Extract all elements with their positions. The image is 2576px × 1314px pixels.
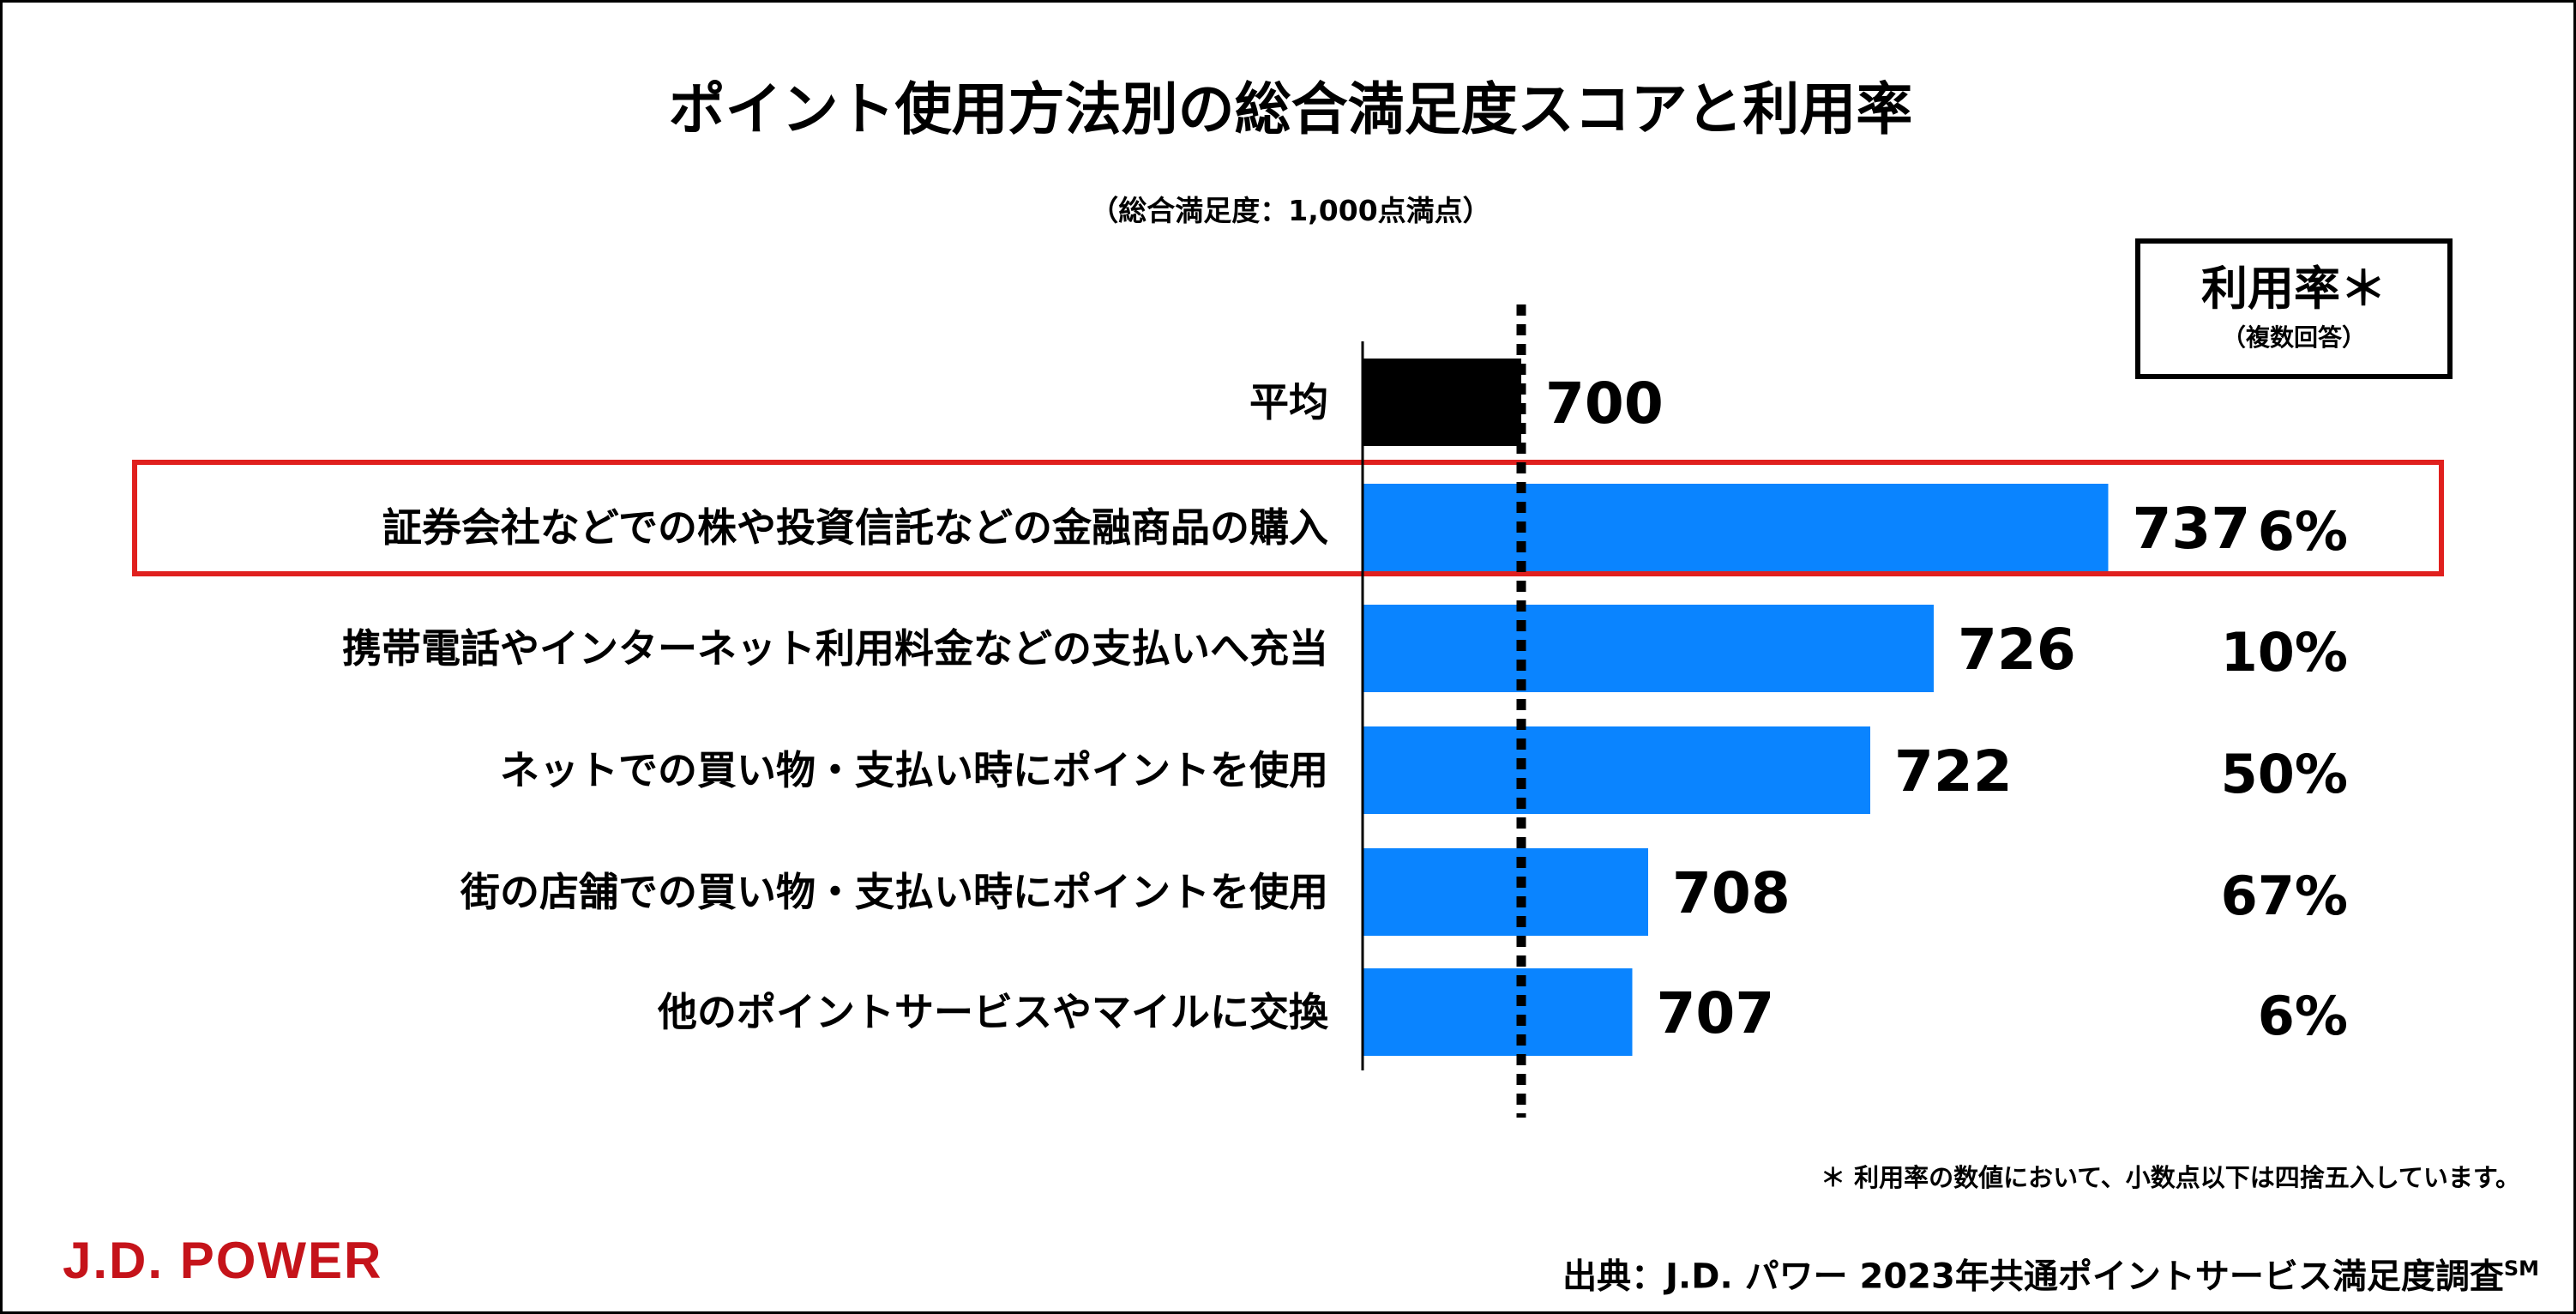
usage-rate-label: 6%	[2258, 500, 2348, 563]
usage-rate-label: 67%	[2221, 865, 2348, 927]
bar	[1363, 968, 1633, 1056]
category-label: 証券会社などでの株や投資信託などの金融商品の購入	[382, 504, 1328, 551]
highlight-box	[132, 460, 2444, 576]
usage-rate-label: 50%	[2221, 743, 2348, 805]
chart-title: ポイント使用方法別の総合満足度スコアと利用率	[668, 76, 1913, 142]
service-mark: SM	[2503, 1257, 2539, 1281]
value-label: 700	[1545, 371, 1664, 437]
value-label: 707	[1657, 980, 1775, 1046]
usage-rate-label: 10%	[2221, 621, 2348, 684]
bar	[1363, 484, 2109, 571]
category-label: ネットでの買い物・支払い時にポイントを使用	[500, 747, 1328, 793]
value-label: 708	[1672, 860, 1791, 926]
usage-rate-header-subtitle: （複数回答）	[2221, 323, 2366, 352]
source-text: 出典：J.D. パワー 2023年共通ポイントサービス満足度調査	[1562, 1257, 2504, 1297]
bar	[1363, 605, 1934, 692]
value-label: 737	[2133, 496, 2251, 562]
value-label: 726	[1958, 617, 2076, 683]
usage-rate-label: 6%	[2258, 985, 2348, 1047]
value-label: 722	[1894, 738, 2013, 805]
usage-rate-header-title: 利用率＊	[2201, 262, 2386, 316]
category-label: 街の店舗での買い物・支払い時にポイントを使用	[460, 869, 1328, 915]
bar	[1363, 726, 1870, 814]
footnote: ＊ 利用率の数値において、小数点以下は四捨五入しています。	[1820, 1163, 2520, 1192]
bar-average	[1363, 359, 1521, 446]
category-label: 携帯電話やインターネット利用料金などの支払いへ充当	[342, 625, 1328, 672]
category-label: 他のポイントサービスやマイルに交換	[657, 989, 1329, 1035]
usage-rate-header: 利用率＊ （複数回答）	[2135, 238, 2453, 379]
source-citation: 出典：J.D. パワー 2023年共通ポイントサービス満足度調査SM	[1562, 1245, 2539, 1300]
jd-power-logo: J.D. POWER	[63, 1232, 383, 1289]
chart-subtitle: （総合満足度：1,000点満点）	[1090, 194, 1491, 227]
bar	[1363, 848, 1648, 936]
category-label: 平均	[1249, 379, 1328, 425]
